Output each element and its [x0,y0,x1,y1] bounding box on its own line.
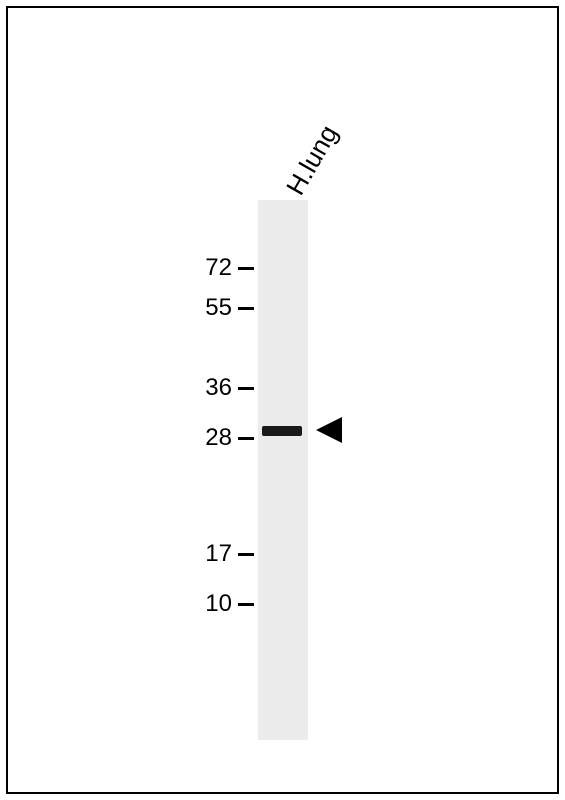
ladder-label: 55 [192,294,232,322]
band-marker-arrow-icon [316,417,342,443]
ladder-tick [238,553,254,556]
ladder-label: 28 [192,424,232,452]
ladder-label: 10 [192,590,232,618]
blot-lane [258,200,308,740]
ladder-tick [238,307,254,310]
ladder-label: 36 [192,374,232,402]
ladder-tick [238,267,254,270]
ladder-tick [238,603,254,606]
ladder-tick [238,387,254,390]
ladder-label: 17 [192,540,232,568]
ladder-tick [238,437,254,440]
ladder-label: 72 [192,254,232,282]
protein-band [262,426,302,436]
